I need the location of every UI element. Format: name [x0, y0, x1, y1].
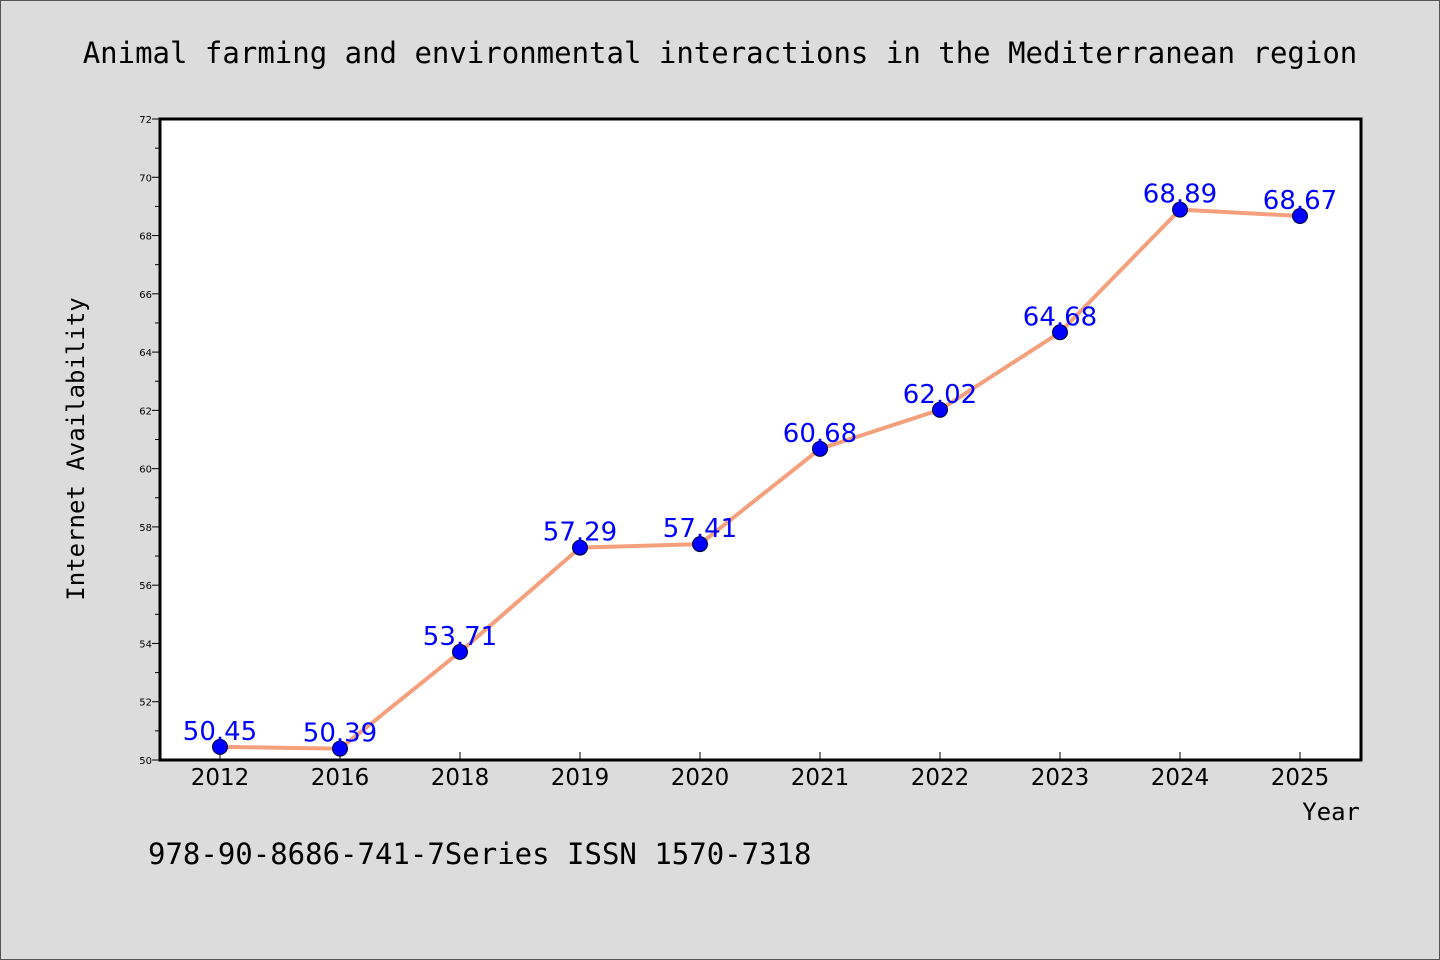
data-label: 57.41	[663, 514, 737, 544]
x-tick-label: 2025	[1271, 765, 1330, 791]
x-tick-label: 2016	[311, 765, 370, 791]
x-tick-label: 2024	[1151, 765, 1210, 791]
y-tick-label: 68	[139, 232, 152, 243]
plot-area	[158, 117, 1363, 762]
series: 50.45 50.39 53.71 57.29 57.41 60.68 62.02 64.68…	[183, 180, 1337, 757]
y-tick-label: 54	[139, 639, 152, 650]
y-tick-label: 50	[139, 756, 152, 767]
data-label: 50.39	[303, 719, 377, 749]
data-point	[1052, 324, 1068, 341]
data-point	[692, 536, 708, 553]
chart-title: Animal farming and environmental interac…	[83, 36, 1358, 70]
data-label: 68.89	[1143, 180, 1217, 210]
data-point	[212, 738, 228, 755]
data-label: 57.29	[543, 518, 617, 548]
data-point	[452, 643, 468, 660]
y-axis: 50 52 54 56 58 60 62 64 66 68 70 72	[139, 115, 160, 767]
y-tick-label: 58	[139, 523, 152, 534]
x-tick-label: 2018	[431, 765, 490, 791]
x-tick-label: 2023	[1031, 765, 1090, 791]
x-tick-label: 2022	[911, 765, 970, 791]
data-point	[332, 740, 348, 757]
y-tick-label: 60	[139, 465, 152, 476]
data-label: 62.02	[903, 380, 977, 410]
data-label: 64.68	[1023, 302, 1097, 332]
y-tick-label: 52	[139, 698, 152, 709]
x-axis-label: Year	[1302, 798, 1360, 826]
x-tick-label: 2020	[671, 765, 730, 791]
y-tick-label: 72	[139, 115, 152, 126]
y-tick-label: 56	[139, 581, 152, 592]
footer-isbn: 978-90-8686-741-7Series ISSN 1570-7318	[148, 837, 811, 871]
data-label: 53.71	[423, 622, 497, 652]
data-label: 60.68	[783, 419, 857, 449]
x-tick-label: 2021	[791, 765, 850, 791]
y-tick-label: 64	[139, 348, 152, 359]
data-point	[932, 401, 948, 418]
data-point	[1292, 208, 1308, 225]
y-tick-label: 70	[139, 173, 152, 184]
y-axis-label: Internet Availability	[62, 297, 90, 600]
data-label: 50.45	[183, 717, 257, 747]
data-label: 68.67	[1263, 186, 1337, 216]
series-line	[219, 207, 1301, 751]
x-axis: 2012 2016 2018 2019 2020 2021 2022 2023 2024 2025	[191, 752, 1330, 791]
y-tick-label: 62	[139, 406, 152, 417]
x-tick-label: 2012	[191, 765, 250, 791]
x-tick-label: 2019	[551, 765, 610, 791]
data-point	[572, 539, 588, 556]
data-point	[812, 440, 828, 457]
data-point	[1172, 201, 1188, 218]
y-tick-label: 66	[139, 290, 152, 301]
